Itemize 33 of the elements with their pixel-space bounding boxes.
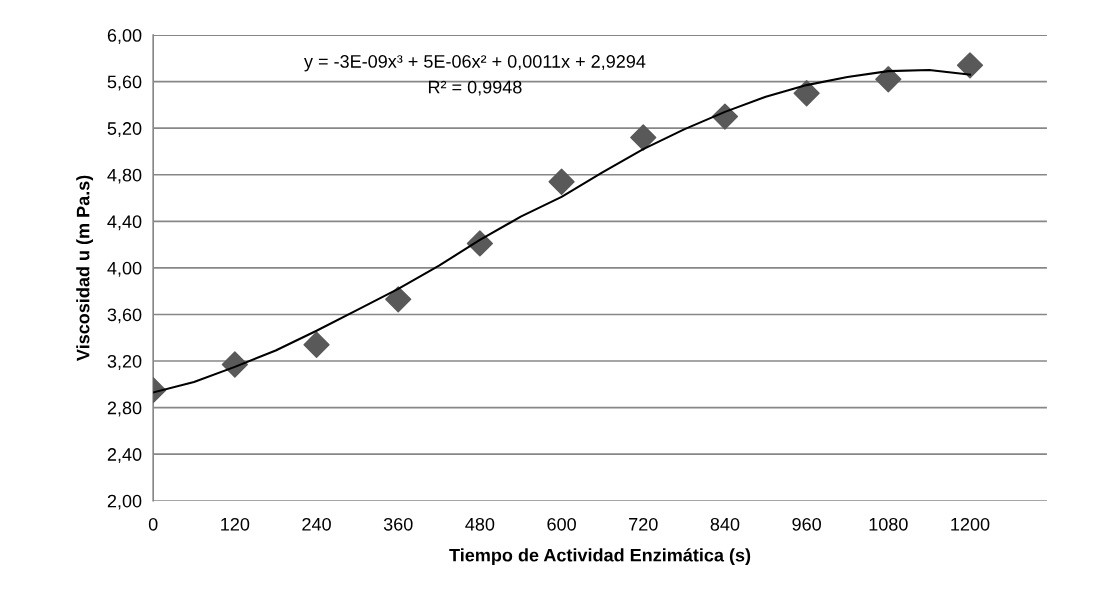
- y-tick-label: 4,80: [107, 168, 142, 184]
- x-tick-label: 480: [465, 517, 495, 531]
- point: [630, 124, 657, 151]
- y-axis-title: Viscosidad u (m Pa.s): [76, 175, 94, 361]
- x-tick-label: 720: [629, 517, 658, 531]
- point: [875, 66, 902, 93]
- x-tick-label: 120: [221, 517, 250, 531]
- point: [548, 168, 575, 195]
- y-tick-label: 5,20: [107, 122, 142, 138]
- point: [793, 80, 820, 107]
- x-tick-label: 0: [148, 517, 158, 531]
- point: [956, 52, 984, 79]
- y-tick-label: 2,80: [107, 401, 142, 417]
- y-tick-label: 4,40: [107, 215, 142, 231]
- annotation: R² = 0,9948: [428, 80, 522, 96]
- x-tick-label: 840: [710, 517, 740, 531]
- point: [385, 286, 412, 313]
- x-tick-label: 360: [383, 517, 413, 531]
- annotation: y = -3E-09x³ + 5E-06x² + 0,0011x + 2,9294: [304, 55, 646, 72]
- y-tick-label: 4,00: [107, 261, 142, 277]
- point: [303, 331, 330, 358]
- x-tick-label: 1200: [951, 517, 990, 531]
- x-tick-label: 960: [792, 517, 821, 531]
- y-tick-label: 2,00: [107, 494, 142, 510]
- y-tick-label: 3,60: [107, 308, 142, 324]
- y-tick-label: 2,40: [107, 448, 142, 464]
- y-tick-label: 6,00: [107, 28, 142, 44]
- y-tick-label: 3,20: [107, 354, 142, 370]
- y-tick-label: 5,60: [107, 75, 142, 91]
- x-tick-label: 600: [547, 517, 576, 531]
- x-tick-label: 240: [302, 517, 331, 531]
- x-tick-label: 1080: [869, 517, 908, 531]
- x-axis-title: Tiempo de Actividad Enzimática (s): [449, 548, 751, 566]
